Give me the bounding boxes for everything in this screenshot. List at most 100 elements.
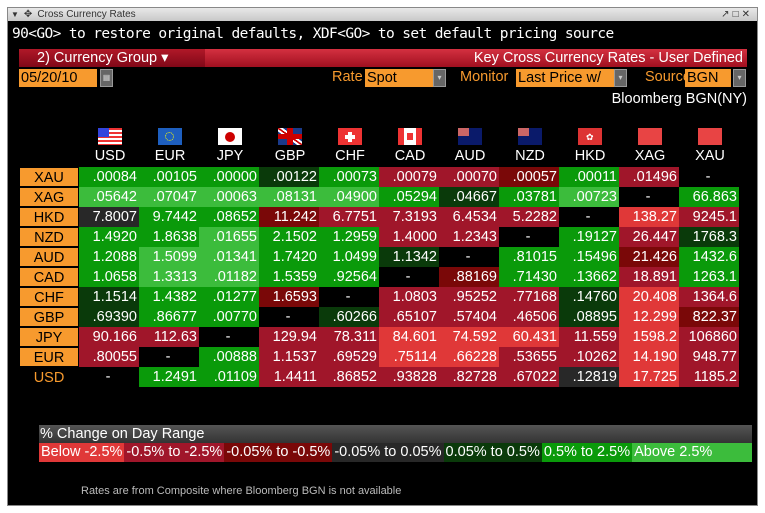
rate-cell[interactable]: 74.592	[439, 327, 499, 347]
rate-cell[interactable]: .19127	[559, 227, 619, 247]
rate-cell[interactable]: .00770	[199, 307, 259, 327]
rate-cell[interactable]: 112.63	[139, 327, 199, 347]
date-field[interactable]: 05/20/10	[19, 69, 97, 87]
rate-cell[interactable]: .00723	[559, 187, 619, 207]
rate-cell[interactable]: .93828	[379, 367, 439, 387]
rate-cell[interactable]: -	[499, 227, 559, 247]
rate-cell[interactable]: .81015	[499, 247, 559, 267]
menu-dropdown-icon[interactable]: ▼	[11, 10, 19, 19]
rate-cell[interactable]: .77168	[499, 287, 559, 307]
row-label[interactable]: XAG	[19, 187, 79, 207]
rate-cell[interactable]: .53655	[499, 347, 559, 367]
close-icon[interactable]: ✕	[741, 9, 753, 20]
rate-cell[interactable]: 7.8007	[79, 207, 139, 227]
rate-cell[interactable]: 84.601	[379, 327, 439, 347]
rate-cell[interactable]: 66.863	[679, 187, 739, 207]
rate-cell[interactable]: 1.4411	[259, 367, 319, 387]
rate-cell[interactable]: -	[79, 367, 139, 387]
rate-cell[interactable]: 1.1342	[379, 247, 439, 267]
rate-cell[interactable]: -	[139, 347, 199, 367]
rate-cell[interactable]: 1364.6	[679, 287, 739, 307]
rate-cell[interactable]: .10262	[559, 347, 619, 367]
rate-cell[interactable]: .14760	[559, 287, 619, 307]
rate-cell[interactable]: 1.2343	[439, 227, 499, 247]
monitor-select[interactable]: Last Price w/	[516, 69, 614, 87]
rate-cell[interactable]: 1.0803	[379, 287, 439, 307]
rate-cell[interactable]: 1768.3	[679, 227, 739, 247]
row-label[interactable]: EUR	[19, 347, 79, 367]
rate-cell[interactable]: 1.7420	[259, 247, 319, 267]
rate-cell[interactable]: 14.190	[619, 347, 679, 367]
rate-cell[interactable]: 17.725	[619, 367, 679, 387]
rate-cell[interactable]: .01109	[199, 367, 259, 387]
rate-cell[interactable]: .92564	[319, 267, 379, 287]
rate-cell[interactable]: 5.2282	[499, 207, 559, 227]
rate-cell[interactable]: .80055	[79, 347, 139, 367]
rate-cell[interactable]: 18.891	[619, 267, 679, 287]
rate-cell[interactable]: 60.431	[499, 327, 559, 347]
monitor-dropdown-icon[interactable]: ▾	[614, 69, 627, 87]
maximize-icon[interactable]: □	[732, 9, 742, 20]
row-label[interactable]: AUD	[19, 247, 79, 267]
rate-cell[interactable]: .00057	[499, 167, 559, 187]
source-select[interactable]: BGN	[685, 69, 731, 87]
rate-cell[interactable]: 1.4920	[79, 227, 139, 247]
rate-cell[interactable]: .00073	[319, 167, 379, 187]
rate-cell[interactable]: .95252	[439, 287, 499, 307]
rate-cell[interactable]: 11.559	[559, 327, 619, 347]
rate-cell[interactable]: .71430	[499, 267, 559, 287]
rate-cell[interactable]: .86852	[319, 367, 379, 387]
rate-cell[interactable]: .00063	[199, 187, 259, 207]
rate-cell[interactable]: .08652	[199, 207, 259, 227]
rate-cell[interactable]: 129.94	[259, 327, 319, 347]
rate-cell[interactable]: .13662	[559, 267, 619, 287]
row-label[interactable]: GBP	[19, 307, 79, 327]
rate-cell[interactable]: 106860	[679, 327, 739, 347]
rate-cell[interactable]: 9.7442	[139, 207, 199, 227]
rate-cell[interactable]: .65107	[379, 307, 439, 327]
rate-cell[interactable]: .01182	[199, 267, 259, 287]
rate-cell[interactable]: .00000	[199, 167, 259, 187]
rate-cell[interactable]: -	[379, 267, 439, 287]
rate-cell[interactable]: 138.27	[619, 207, 679, 227]
rate-cell[interactable]: -	[199, 327, 259, 347]
rate-dropdown-icon[interactable]: ▾	[433, 69, 446, 87]
rate-cell[interactable]: .75114	[379, 347, 439, 367]
rate-cell[interactable]: 7.3193	[379, 207, 439, 227]
rate-cell[interactable]: .60266	[319, 307, 379, 327]
rate-cell[interactable]: 90.166	[79, 327, 139, 347]
row-label[interactable]: JPY	[19, 327, 79, 347]
rate-select[interactable]: Spot	[365, 69, 433, 87]
rate-cell[interactable]: -	[619, 187, 679, 207]
rate-cell[interactable]: .01277	[199, 287, 259, 307]
rate-cell[interactable]: 20.408	[619, 287, 679, 307]
rate-cell[interactable]: .07047	[139, 187, 199, 207]
rate-cell[interactable]: .00079	[379, 167, 439, 187]
rate-cell[interactable]: -	[559, 207, 619, 227]
rate-cell[interactable]: .04900	[319, 187, 379, 207]
rate-cell[interactable]: 1432.6	[679, 247, 739, 267]
rate-cell[interactable]: .00011	[559, 167, 619, 187]
rate-cell[interactable]: .08131	[259, 187, 319, 207]
rate-cell[interactable]: 1.8638	[139, 227, 199, 247]
rate-cell[interactable]: .15496	[559, 247, 619, 267]
rate-cell[interactable]: .01496	[619, 167, 679, 187]
rate-cell[interactable]: .01655	[199, 227, 259, 247]
rate-cell[interactable]: .00888	[199, 347, 259, 367]
popout-icon[interactable]: ↗	[721, 9, 733, 20]
rate-cell[interactable]: .69390	[79, 307, 139, 327]
rate-cell[interactable]: .04667	[439, 187, 499, 207]
rate-cell[interactable]: 1.2088	[79, 247, 139, 267]
row-label[interactable]: USD	[19, 367, 79, 387]
rate-cell[interactable]: .05294	[379, 187, 439, 207]
rate-cell[interactable]: .08895	[559, 307, 619, 327]
rate-cell[interactable]: .57404	[439, 307, 499, 327]
rate-cell[interactable]: .88169	[439, 267, 499, 287]
rate-cell[interactable]: .86677	[139, 307, 199, 327]
rate-cell[interactable]: 1598.2	[619, 327, 679, 347]
rate-cell[interactable]: .01341	[199, 247, 259, 267]
rate-cell[interactable]: 1185.2	[679, 367, 739, 387]
source-dropdown-icon[interactable]: ▾	[733, 69, 746, 87]
rate-cell[interactable]: 6.7751	[319, 207, 379, 227]
rate-cell[interactable]: .03781	[499, 187, 559, 207]
